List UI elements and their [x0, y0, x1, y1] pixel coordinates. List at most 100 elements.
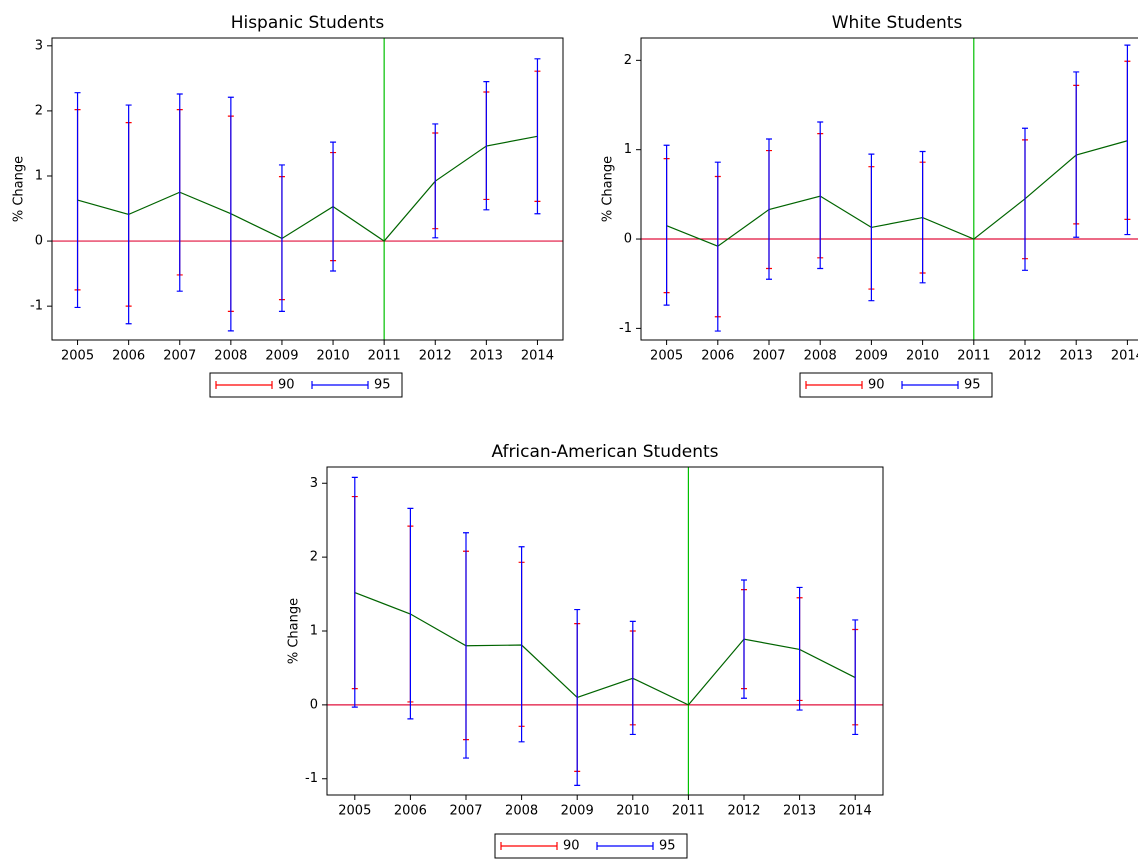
legend-label: 90	[868, 378, 885, 393]
x-tick-label: 2011	[368, 349, 401, 364]
y-tick-label: -1	[30, 299, 43, 314]
legend-label: 90	[278, 378, 295, 393]
plot-frame	[326, 466, 884, 796]
x-tick-label: 2013	[783, 804, 816, 819]
error-bar	[663, 144, 670, 306]
x-tick-label: 2014	[521, 349, 554, 364]
error-bar	[534, 58, 541, 215]
x-tick-label: 2012	[1008, 349, 1041, 364]
y-tick-label: 0	[624, 232, 632, 247]
x-tick-label: 2011	[957, 349, 990, 364]
y-tick-label: 0	[35, 234, 43, 249]
legend: 90 95	[799, 372, 993, 398]
error-bar	[227, 96, 234, 332]
y-axis-label: % Change	[601, 156, 616, 222]
legend-swatch	[311, 381, 369, 389]
y-axis-label: % Change	[287, 598, 302, 664]
error-bar	[278, 164, 285, 312]
y-tick-label: 3	[35, 38, 43, 53]
x-tick-label: 2010	[616, 804, 649, 819]
legend-swatch	[500, 842, 558, 850]
x-tick-label: 2005	[338, 804, 371, 819]
x-tick-label: 2010	[317, 349, 350, 364]
error-bar	[919, 150, 926, 284]
error-bar	[463, 532, 469, 759]
x-tick-label: 2007	[752, 349, 785, 364]
chart-title: Hispanic Students	[231, 13, 385, 33]
legend: 90 95	[209, 372, 403, 398]
error-bar	[176, 93, 183, 292]
legend-label: 95	[964, 378, 981, 393]
error-bar	[1073, 71, 1080, 238]
legend-label: 95	[374, 378, 391, 393]
x-tick-label: 2008	[804, 349, 837, 364]
x-tick-label: 2012	[419, 349, 452, 364]
legend-label: 90	[563, 839, 580, 854]
y-tick-label: 1	[624, 142, 632, 157]
y-tick-label: -1	[619, 321, 632, 336]
estimate-line	[666, 140, 1128, 247]
x-tick-label: 2006	[394, 804, 427, 819]
y-tick-label: 3	[310, 476, 318, 491]
x-tick-label: 2009	[265, 349, 298, 364]
error-bar	[330, 141, 337, 272]
x-tick-label: 2009	[561, 804, 594, 819]
error-bar	[766, 138, 772, 280]
legend-swatch	[596, 842, 654, 850]
error-bar	[817, 121, 824, 270]
x-tick-label: 2009	[855, 349, 888, 364]
y-tick-label: 1	[35, 168, 43, 183]
x-tick-label: 2007	[449, 804, 482, 819]
x-tick-label: 2006	[112, 349, 145, 364]
error-bar	[407, 507, 414, 720]
error-bar	[852, 619, 859, 736]
legend-label: 95	[659, 839, 676, 854]
error-bar	[574, 608, 581, 786]
error-bar	[1022, 127, 1028, 271]
error-bar	[432, 123, 439, 239]
legend-swatch	[215, 381, 273, 389]
plot: White Students % Change -1 0 1 2 2005 2006 2007 2…	[601, 13, 1138, 398]
y-tick-label: 1	[310, 624, 318, 639]
y-axis-label: % Change	[12, 156, 27, 222]
x-tick-label: 2007	[163, 349, 196, 364]
error-bar	[351, 476, 358, 708]
x-tick-label: 2008	[505, 804, 538, 819]
error-bar	[868, 153, 875, 302]
x-tick-label: 2014	[839, 804, 872, 819]
x-tick-label: 2013	[470, 349, 503, 364]
x-tick-label: 2005	[61, 349, 94, 364]
legend-swatch	[901, 381, 959, 389]
x-tick-label: 2010	[906, 349, 939, 364]
error-bar	[741, 579, 747, 699]
chart-title: African-American Students	[491, 442, 718, 462]
error-bar	[74, 92, 81, 309]
x-tick-label: 2014	[1111, 349, 1138, 364]
x-tick-label: 2013	[1060, 349, 1093, 364]
plot-frame	[51, 37, 564, 341]
legend: 90 95	[494, 833, 688, 859]
error-bar	[1124, 44, 1131, 236]
plot-frame	[640, 37, 1138, 341]
error-bar	[629, 620, 636, 736]
y-tick-label: 2	[624, 53, 632, 68]
plot: African-American Students % Change -1 0 1 2 3 2…	[287, 442, 884, 859]
x-tick-label: 2012	[727, 804, 760, 819]
x-tick-label: 2005	[650, 349, 683, 364]
estimate-line	[77, 135, 538, 242]
x-tick-label: 2011	[672, 804, 705, 819]
error-bar	[714, 161, 721, 332]
error-bar	[796, 586, 803, 711]
y-tick-label: 0	[310, 697, 318, 712]
y-tick-label: 2	[310, 550, 318, 565]
error-bar	[483, 81, 490, 211]
y-tick-label: 2	[35, 103, 43, 118]
error-bar	[125, 104, 132, 325]
estimate-line	[354, 592, 856, 706]
y-tick-label: -1	[305, 771, 318, 786]
error-bar	[518, 546, 525, 743]
x-tick-label: 2008	[214, 349, 247, 364]
chart-title: White Students	[832, 13, 963, 33]
